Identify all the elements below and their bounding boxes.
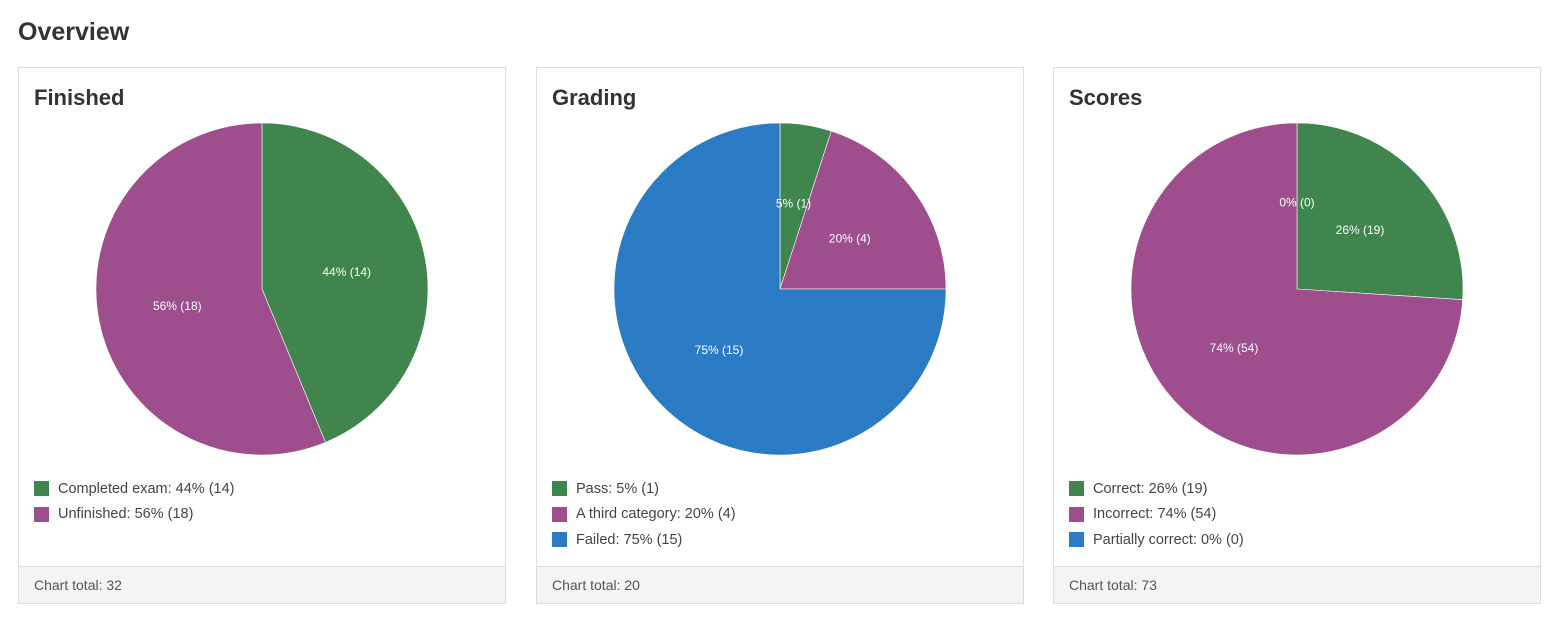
- legend-swatch: [1069, 481, 1084, 497]
- legend-label: Incorrect: 74% (54): [1093, 506, 1217, 523]
- chart-total-label: Chart total:: [552, 577, 621, 593]
- chart-title: Grading: [552, 85, 637, 110]
- pie-chart-grading: 5% (1) 20% (4) 75% (15): [613, 122, 947, 456]
- legend-swatch: [552, 532, 567, 548]
- legend-label: Failed: 75% (15): [576, 531, 683, 548]
- slice-label: 56% (18): [153, 299, 202, 313]
- slice-label: 75% (15): [695, 343, 744, 357]
- legend-swatch: [34, 481, 49, 497]
- legend-item[interactable]: Partially correct: 0% (0): [1069, 527, 1244, 553]
- legend-item[interactable]: Correct: 26% (19): [1069, 476, 1244, 502]
- slice-label: 74% (54): [1210, 341, 1259, 355]
- legend-item[interactable]: Incorrect: 74% (54): [1069, 502, 1244, 528]
- chart-total-label: Chart total:: [1069, 577, 1138, 593]
- legend-swatch: [552, 481, 567, 497]
- legend-item[interactable]: Pass: 5% (1): [552, 476, 736, 502]
- legend-swatch: [1069, 532, 1084, 548]
- legend-label: Correct: 26% (19): [1093, 480, 1208, 497]
- chart-card-scores: Scores 26% (19) 74% (54) 0% (0) Correct: 2…: [1053, 67, 1541, 604]
- legend-item[interactable]: Unfinished: 56% (18): [34, 502, 235, 528]
- legend-item[interactable]: Failed: 75% (15): [552, 527, 736, 553]
- chart-legend: Correct: 26% (19) Incorrect: 74% (54) Pa…: [1069, 476, 1244, 553]
- slice-label: 0% (0): [1279, 196, 1314, 210]
- pie-slice[interactable]: [95, 122, 326, 456]
- slice-label: 5% (1): [776, 197, 811, 211]
- pie-chart-scores: 26% (19) 74% (54) 0% (0): [1130, 122, 1464, 456]
- legend-label: Unfinished: 56% (18): [58, 506, 194, 523]
- chart-total-value: 73: [1141, 577, 1157, 593]
- legend-swatch: [1069, 506, 1084, 522]
- slice-label: 26% (19): [1336, 223, 1385, 237]
- chart-title: Finished: [34, 85, 125, 110]
- chart-total-value: 20: [624, 577, 640, 593]
- legend-swatch: [552, 506, 567, 522]
- pie-slice[interactable]: [779, 130, 947, 290]
- slice-label: 20% (4): [829, 231, 871, 245]
- legend-label: A third category: 20% (4): [576, 506, 736, 523]
- chart-total-value: 32: [106, 577, 122, 593]
- chart-legend: Pass: 5% (1) A third category: 20% (4) F…: [552, 476, 736, 553]
- pie-slice[interactable]: [1296, 122, 1464, 301]
- chart-footer: Chart total: 20: [537, 566, 1023, 603]
- page-title: Overview: [18, 18, 130, 46]
- legend-label: Partially correct: 0% (0): [1093, 531, 1244, 548]
- legend-item[interactable]: Completed exam: 44% (14): [34, 476, 235, 502]
- legend-label: Completed exam: 44% (14): [58, 480, 235, 497]
- chart-footer: Chart total: 32: [19, 566, 505, 603]
- legend-swatch: [34, 506, 49, 522]
- slice-label: 44% (14): [322, 265, 371, 279]
- pie-slice[interactable]: [613, 122, 947, 456]
- pie-slice[interactable]: [1130, 122, 1463, 456]
- chart-card-finished: Finished 44% (14) 56% (18) Completed exam…: [18, 67, 506, 604]
- legend-item[interactable]: A third category: 20% (4): [552, 502, 736, 528]
- pie-chart-finished: 44% (14) 56% (18): [95, 122, 429, 456]
- chart-card-grading: Grading 5% (1) 20% (4) 75% (15) Pass: 5% (…: [536, 67, 1024, 604]
- legend-label: Pass: 5% (1): [576, 480, 659, 497]
- chart-footer: Chart total: 73: [1054, 566, 1540, 603]
- chart-total-label: Chart total:: [34, 577, 103, 593]
- chart-legend: Completed exam: 44% (14) Unfinished: 56%…: [34, 476, 235, 527]
- pie-slice[interactable]: [261, 122, 429, 443]
- chart-title: Scores: [1069, 85, 1143, 110]
